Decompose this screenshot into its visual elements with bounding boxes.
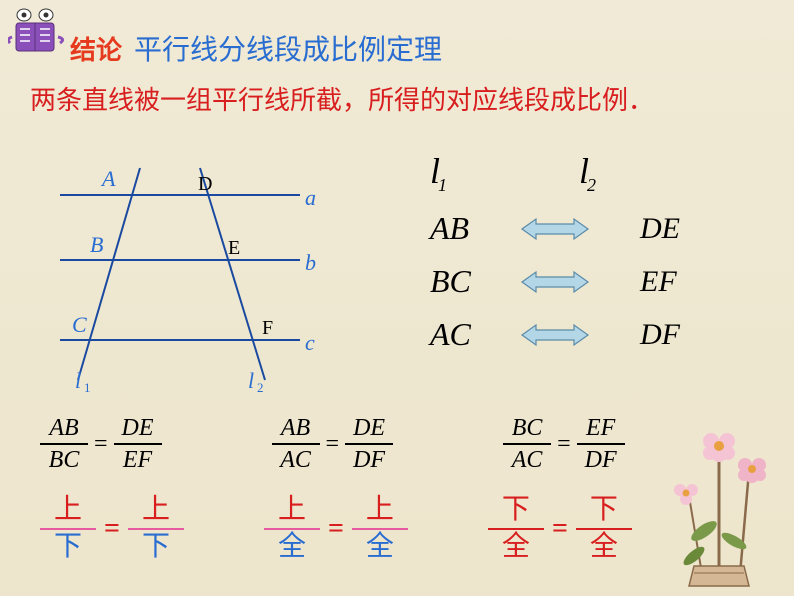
cn-fraction-row: 上 下 = 上 下 上 全 = 上 全 下 全 = 下 全 [40,495,632,563]
svg-text:1: 1 [84,380,91,395]
correspondence-column: l1 l2 AB DE BC EF AC DF [430,150,780,369]
svg-text:c: c [305,330,315,355]
svg-text:E: E [228,237,240,259]
l2-sub: 2 [587,175,596,195]
svg-text:2: 2 [257,380,264,395]
double-arrow-icon [520,269,590,295]
segment-right: EF [640,265,730,299]
svg-text:F: F [262,317,273,339]
double-arrow-icon [520,322,590,348]
statement: 两条直线被一组平行线所截，所得的对应线段成比例． [30,80,654,117]
correspondence-row: AC DF [430,316,780,353]
correspondence-row: BC EF [430,263,780,300]
cn-fraction-equality: 下 全 = 下 全 [488,495,632,563]
segment-left: AC [430,316,520,353]
fraction-equality: ABBC = DEEF [40,415,162,473]
segment-left: AB [430,210,520,247]
svg-text:C: C [72,312,87,337]
svg-text:l: l [248,368,254,393]
book-icon [8,5,66,68]
svg-text:A: A [100,166,116,191]
svg-text:D: D [198,173,212,195]
flower-decoration [634,401,794,596]
correspondence-row: AB DE [430,210,780,247]
fraction-row: ABBC = DEEF ABAC = DEDF BCAC = EFDF [40,415,625,473]
l1-sub: 1 [438,175,447,195]
fraction-equality: ABAC = DEDF [272,415,394,473]
cn-fraction-equality: 上 下 = 上 下 [40,495,184,563]
segment-right: DE [640,212,730,246]
svg-text:B: B [90,232,103,257]
svg-text:a: a [305,185,316,210]
header: 结论 平行线分线段成比例定理 [70,28,442,68]
segment-left: BC [430,263,520,300]
conclusion-label: 结论 [70,30,122,67]
l-headers: l1 l2 [430,150,780,192]
svg-text:l: l [75,368,81,393]
parallel-lines-diagram: A B C D E F a b c l 1 l 2 [40,160,330,400]
fraction-equality: BCAC = EFDF [503,415,625,473]
theorem-title: 平行线分线段成比例定理 [134,28,442,68]
cn-fraction-equality: 上 全 = 上 全 [264,495,408,563]
segment-right: DF [640,318,730,352]
svg-text:b: b [305,250,316,275]
double-arrow-icon [520,216,590,242]
